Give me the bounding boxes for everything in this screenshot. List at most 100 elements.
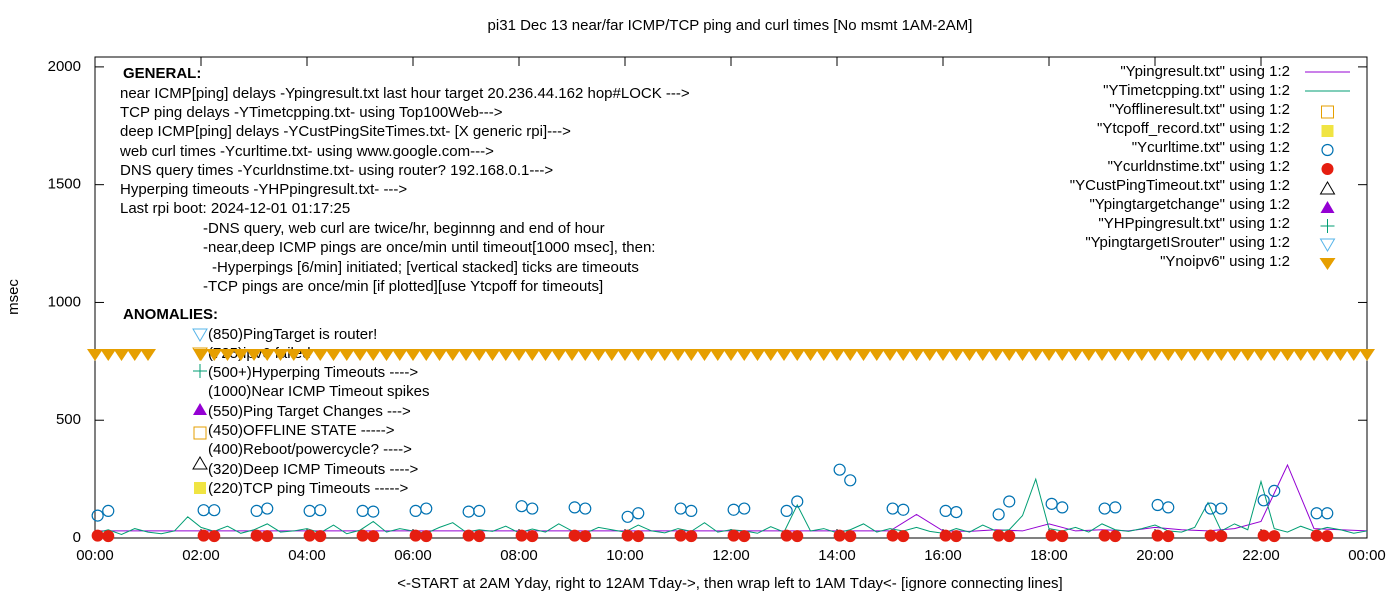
data-point — [1292, 348, 1309, 361]
data-point — [1056, 530, 1069, 543]
data-point — [948, 348, 965, 361]
data-point — [1257, 494, 1270, 507]
data-point — [420, 530, 433, 543]
annotation: DNS query times -Ycurldnstime.txt- using… — [120, 162, 553, 179]
data-point — [1098, 529, 1111, 542]
data-point — [727, 529, 740, 542]
data-point — [303, 529, 316, 542]
data-point — [749, 348, 766, 361]
data-point — [1067, 348, 1084, 361]
x-tick-label: 08:00 — [500, 547, 538, 564]
data-point — [537, 348, 554, 361]
annotation: (320)Deep ICMP Timeouts ----> — [208, 461, 418, 478]
legend-swatch — [1321, 143, 1334, 157]
legend-label: "YTimetcpping.txt" using 1:2 — [1103, 82, 1290, 99]
annotation-icon — [193, 403, 207, 415]
data-point — [1001, 348, 1018, 361]
data-point — [1321, 530, 1334, 543]
data-point — [579, 502, 592, 515]
series-line — [94, 477, 1368, 536]
data-point — [458, 348, 474, 361]
data-point — [365, 348, 382, 361]
data-point — [1226, 348, 1243, 361]
data-point — [1268, 484, 1281, 497]
annotation: (500+)Hyperping Timeouts ----> — [208, 364, 418, 381]
data-point — [484, 348, 501, 361]
data-point — [526, 530, 539, 543]
data-point — [1359, 348, 1375, 361]
y-tick-label: 2000 — [48, 58, 81, 75]
data-point — [685, 530, 698, 543]
x-tick-label: 00:00 — [1348, 547, 1386, 564]
legend-swatch — [1319, 181, 1336, 195]
legend-swatch — [1321, 125, 1334, 137]
data-point — [780, 504, 793, 518]
data-point — [250, 529, 263, 542]
annotation-icon — [192, 456, 208, 470]
data-point — [1151, 498, 1164, 512]
data-point — [577, 348, 594, 361]
x-tick-label: 06:00 — [394, 547, 432, 564]
annotation: (850)PingTarget is router! — [208, 326, 377, 343]
annotation-icon — [194, 482, 206, 494]
annotation: -Hyperpings [6/min] initiated; [vertical… — [212, 259, 639, 276]
chart-title: pi31 Dec 13 near/far ICMP/TCP ping and c… — [488, 17, 973, 34]
legend-swatch — [1319, 258, 1336, 270]
data-point — [829, 348, 845, 361]
data-point — [579, 530, 592, 543]
data-point — [462, 529, 475, 542]
data-point — [643, 348, 660, 361]
data-point — [1098, 502, 1111, 515]
data-point — [113, 348, 130, 361]
data-point — [418, 348, 435, 361]
data-point — [842, 348, 859, 361]
legend-swatch — [1321, 105, 1334, 119]
data-point — [1109, 501, 1122, 514]
data-point — [727, 503, 740, 516]
x-tick-label: 12:00 — [712, 547, 750, 564]
data-point — [674, 502, 687, 515]
x-tick-label: 02:00 — [182, 547, 220, 564]
data-point — [219, 348, 236, 361]
data-point — [197, 529, 210, 542]
annotation: near ICMP[ping] delays -Ypingresult.txt … — [120, 85, 690, 102]
data-point — [515, 500, 528, 513]
annotations: GENERAL: near ICMP[ping] delays -Ypingre… — [119, 65, 690, 497]
x-tick-label: 22:00 — [1242, 547, 1280, 564]
data-point — [617, 348, 633, 361]
data-point — [462, 505, 475, 518]
x-tick-label: 04:00 — [288, 547, 326, 564]
legend-swatch — [1321, 163, 1334, 175]
annotation: -TCP pings are once/min [if plotted][use… — [203, 278, 603, 295]
data-point — [285, 348, 302, 361]
data-point — [992, 529, 1005, 542]
data-point — [1319, 348, 1336, 361]
data-point — [471, 348, 488, 361]
data-point — [632, 507, 645, 520]
data-point — [314, 504, 327, 517]
data-point — [868, 348, 885, 361]
data-point — [1162, 530, 1175, 543]
data-point — [1133, 348, 1150, 361]
y-tick-label: 0 — [73, 529, 81, 546]
data-point — [497, 348, 514, 361]
data-point — [261, 530, 274, 543]
y-axis-label: msec — [5, 279, 22, 315]
data-point — [762, 348, 779, 361]
data-point — [272, 348, 289, 361]
data-point — [564, 348, 580, 361]
annotation: Last rpi boot: 2024-12-01 01:17:25 — [120, 200, 350, 217]
legend-label: "YHPpingresult.txt" using 1:2 — [1098, 215, 1290, 232]
data-point — [1147, 348, 1163, 361]
y-tick-label: 1500 — [48, 176, 81, 193]
data-point — [568, 501, 581, 514]
data-point — [656, 348, 673, 361]
data-point — [897, 530, 910, 543]
data-point — [473, 530, 486, 543]
annotation: (1000)Near ICMP Timeout spikes — [208, 383, 429, 400]
legend-swatch — [1320, 201, 1335, 213]
data-point — [126, 348, 143, 361]
data-point — [780, 529, 793, 542]
data-point — [670, 348, 686, 361]
data-point — [882, 348, 898, 361]
